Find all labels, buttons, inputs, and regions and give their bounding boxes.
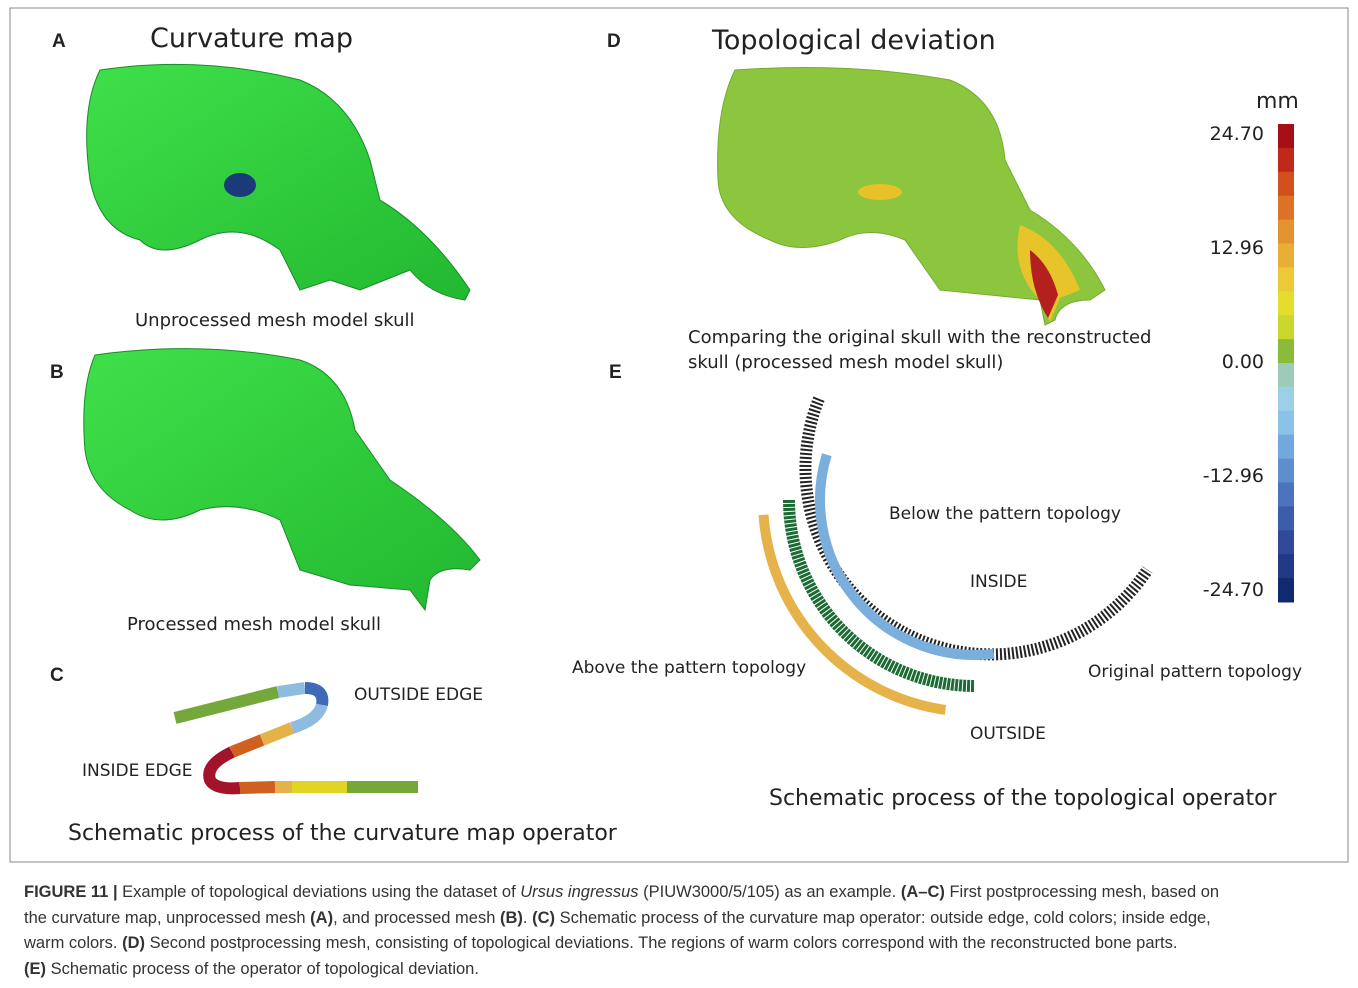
- edge-segment: [209, 752, 240, 788]
- colorbar-step: [1278, 387, 1294, 411]
- panel-caption: Processed mesh model skull: [127, 614, 381, 635]
- colorbar-step: [1278, 363, 1294, 387]
- caption-run: (PIUW3000/5/105) as an example.: [639, 883, 901, 901]
- colorbar-step: [1278, 291, 1294, 315]
- caption-line: FIGURE 11 | Example of topological devia…: [24, 880, 1344, 906]
- label: INSIDE: [970, 572, 1027, 592]
- colorbar-step: [1278, 483, 1294, 507]
- colorbar-step: [1278, 220, 1294, 244]
- panel-letter: C: [50, 665, 64, 686]
- panel-caption: skull (processed mesh model skull): [688, 352, 1003, 373]
- colorbar-step: [1278, 196, 1294, 220]
- caption-run: warm colors.: [24, 934, 122, 952]
- label: OUTSIDE: [970, 724, 1046, 744]
- figure-caption: FIGURE 11 | Example of topological devia…: [24, 880, 1344, 982]
- figure: A Curvature map Unprocessed mesh model s…: [0, 0, 1358, 870]
- edge-segment: [232, 740, 262, 752]
- label: Below the pattern topology: [889, 504, 1121, 524]
- below-arc: [820, 455, 994, 655]
- edge-segment: [175, 692, 278, 718]
- caption-run: (D): [122, 934, 145, 952]
- panel-letter: E: [609, 362, 622, 383]
- caption-run: (B): [500, 909, 523, 927]
- label: OUTSIDE EDGE: [354, 685, 483, 705]
- colorbar-step: [1278, 124, 1294, 148]
- caption-run: Second postprocessing mesh, consisting o…: [145, 934, 1177, 952]
- caption-run: (A–C): [901, 883, 945, 901]
- colorbar-step: [1278, 578, 1294, 602]
- caption-run: (C): [532, 909, 555, 927]
- caption-run: .: [523, 909, 532, 927]
- panel-letter: A: [52, 31, 66, 52]
- edge-segment: [240, 787, 275, 788]
- caption-run: Ursus ingressus: [520, 883, 638, 901]
- label: Above the pattern topology: [572, 658, 806, 678]
- colorbar-step: [1278, 530, 1294, 554]
- caption-run: Schematic process of the curvature map o…: [555, 909, 1211, 927]
- pattern-arc: [805, 399, 1147, 655]
- colorbar: 24.70 12.96 0.00 -12.96 -24.70: [1203, 123, 1294, 603]
- edge-segment: [305, 688, 322, 705]
- colorbar-step: [1278, 244, 1294, 268]
- panel-title: Curvature map: [150, 23, 353, 54]
- colorbar-step: [1278, 411, 1294, 435]
- label: INSIDE EDGE: [82, 761, 193, 781]
- colorbar-step: [1278, 506, 1294, 530]
- skull-a-detail: [224, 173, 256, 197]
- label: Original pattern topology: [1088, 662, 1302, 682]
- colorbar-step: [1278, 435, 1294, 459]
- colorbar-step: [1278, 459, 1294, 483]
- skull-d-spot: [858, 184, 902, 200]
- caption-line: (E) Schematic process of the operator of…: [24, 957, 1344, 983]
- skull-a: [87, 64, 470, 300]
- panel-title: Topological deviation: [711, 25, 996, 56]
- colorbar-unit: mm: [1256, 89, 1299, 114]
- colorbar-label: 0.00: [1222, 351, 1264, 373]
- panel-caption: Unprocessed mesh model skull: [135, 310, 415, 331]
- panel-letter: D: [607, 31, 621, 52]
- panel-caption: Comparing the original skull with the re…: [688, 327, 1151, 348]
- skull-b: [84, 349, 480, 610]
- colorbar-step: [1278, 315, 1294, 339]
- panel-caption: Schematic process of the topological ope…: [769, 786, 1278, 811]
- panel-caption: Schematic process of the curvature map o…: [68, 821, 618, 846]
- edge-segment: [278, 688, 305, 692]
- caption-run: First postprocessing mesh, based on: [945, 883, 1219, 901]
- page: A Curvature map Unprocessed mesh model s…: [0, 0, 1358, 988]
- caption-line: the curvature map, unprocessed mesh (A),…: [24, 906, 1344, 932]
- colorbar-step: [1278, 148, 1294, 172]
- colorbar-step: [1278, 554, 1294, 578]
- colorbar-label: 12.96: [1210, 237, 1264, 259]
- panel-letter: B: [50, 362, 64, 383]
- caption-run: , and processed mesh: [333, 909, 500, 927]
- colorbar-label: -12.96: [1203, 465, 1264, 487]
- caption-run: the curvature map, unprocessed mesh: [24, 909, 310, 927]
- colorbar-label: -24.70: [1203, 579, 1264, 601]
- caption-run: Schematic process of the operator of top…: [46, 960, 479, 978]
- caption-run: FIGURE 11 |: [24, 883, 122, 901]
- caption-run: Example of topological deviations using …: [122, 883, 520, 901]
- colorbar-step: [1278, 267, 1294, 291]
- edge-segment: [292, 705, 322, 728]
- colorbar-step: [1278, 172, 1294, 196]
- above-arc: [764, 515, 946, 710]
- caption-run: (A): [310, 909, 333, 927]
- caption-run: (E): [24, 960, 46, 978]
- edge-segment: [262, 728, 292, 740]
- colorbar-label: 24.70: [1210, 123, 1264, 145]
- caption-line: warm colors. (D) Second postprocessing m…: [24, 931, 1344, 957]
- colorbar-step: [1278, 339, 1294, 363]
